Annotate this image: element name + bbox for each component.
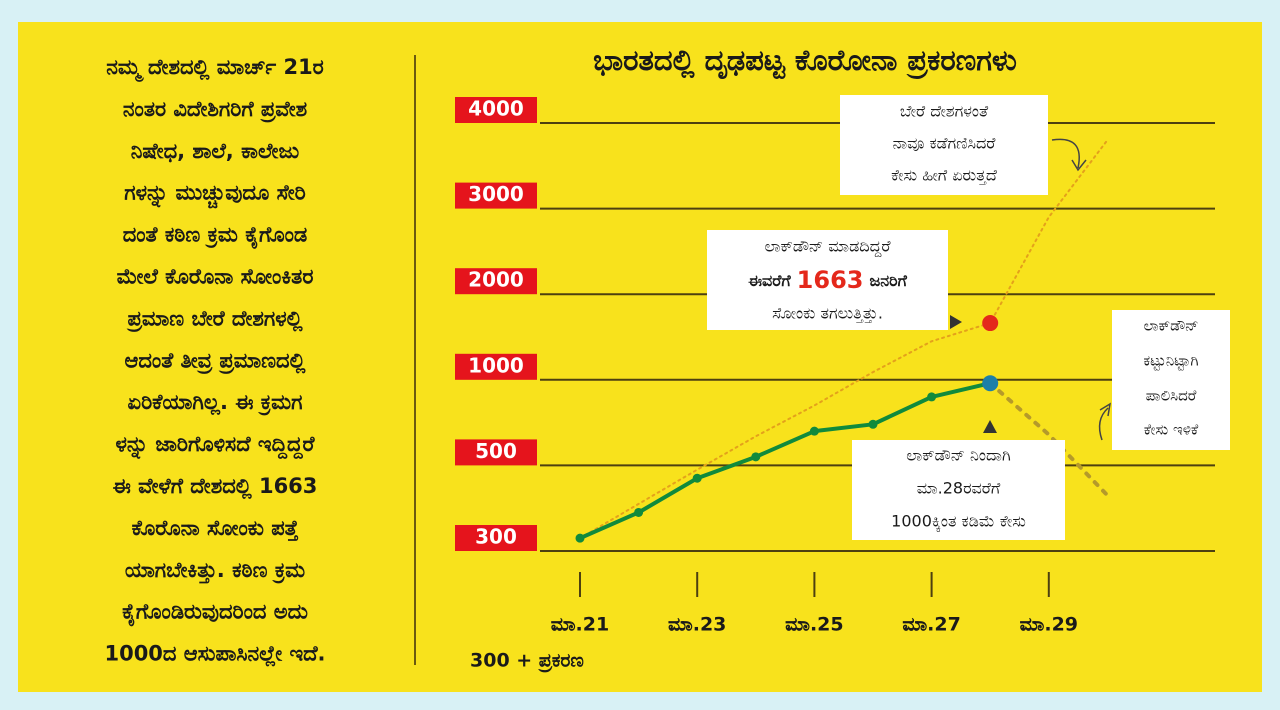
- article-line: ಯಾಗಬೇಕಿತ್ತು. ಕಠಿಣ ಕ್ರಮ: [125, 558, 305, 584]
- annotation-line: ಲಾಕ್‌ಡೌನ್ ಮಾಡದಿದ್ದರೆ: [765, 237, 891, 258]
- article-line: ಮೇಲೆ ಕೊರೊನಾ ಸೋಂಕಿತರ: [117, 265, 314, 289]
- article-line: ನಂತರ ವಿದೇಶಿಗರಿಗೆ ಪ್ರವೇಶ: [123, 97, 308, 123]
- article-line: ಳನ್ನು ಜಾರಿಗೊಳಿಸದೆ ಇದ್ದಿದ್ದರೆ: [116, 432, 316, 459]
- pointer: [1098, 402, 1112, 441]
- data-point: [809, 426, 819, 436]
- y-tick-label: 300: [475, 525, 517, 549]
- article-line: ಕೊರೊನಾ ಸೋಂಕು ಪತ್ತೆ: [132, 516, 299, 541]
- y-tick-label: 1000: [468, 353, 524, 377]
- annotation-line: ಸೋಂಕು ತಗಲುತ್ತಿತ್ತು.: [772, 304, 883, 324]
- article-line: ಏರಿಕೆಯಾಗಿಲ್ಲ. ಈ ಕ್ರಮಗ: [128, 390, 303, 416]
- data-point: [868, 419, 878, 429]
- article-line: ದಂತೆ ಕಠಿಣ ಕ್ರಮ ಕೈಗೊಂಡ: [123, 223, 308, 250]
- y-tick-label: 3000: [468, 182, 524, 206]
- annotation-line: ಬೇರೆ ದೇಶಗಳಂತೆ: [900, 102, 989, 121]
- annotation-line: ಲಾಕ್‌ಡೌನ್ ನಿಂದಾಗಿ: [906, 446, 1011, 465]
- annotation-line: ಕಟ್ಟುನಿಟ್ಟಾಗಿ: [1143, 352, 1198, 371]
- y-tick-label: 4000: [468, 97, 524, 121]
- article-line: ಈ ವೇಳೆಗೆ ದೇಶದಲ್ಲಿ 1663: [113, 474, 318, 500]
- article-line: ಆದಂತೆ ತೀವ್ರ ಪ್ರಮಾಣದಲ್ಲಿ: [124, 348, 305, 374]
- panel: [18, 22, 1262, 692]
- y-tick-label: 2000: [468, 268, 524, 292]
- pointer: [1051, 138, 1087, 172]
- data-point: [927, 392, 937, 402]
- pointer: [950, 315, 962, 329]
- annotation-line: ಮಾ.28ರವರೆಗೆ: [917, 479, 1001, 498]
- annotation-line: ಪಾಲಿಸಿದರೆ: [1146, 387, 1197, 405]
- y-tick-box: [455, 353, 537, 380]
- x-tick-label: ಮಾ.21: [551, 614, 609, 636]
- article-line: ಗಳನ್ನು ಮುಚ್ಚುವುದೂ ಸೇರಿ: [124, 181, 306, 209]
- data-point: [982, 375, 999, 392]
- annotation-line: ಕೇಸು ಹೀಗೆ ಏರುತ್ತದೆ: [891, 166, 997, 185]
- annotation-box: [707, 230, 948, 330]
- annotation-text: ಈವರೆಗೆ: [748, 271, 791, 290]
- annotation-line: ಈವರೆಗೆ 1663 ಜನರಿಗೆ: [748, 266, 907, 294]
- annotation-box: [840, 95, 1048, 195]
- y-tick-box: [455, 439, 537, 466]
- data-point: [634, 507, 644, 517]
- annotation-line: ಲಾಕ್‌ಡೌನ್: [1144, 317, 1199, 335]
- series-line: [988, 381, 1110, 498]
- x-tick-label: ಮಾ.27: [902, 614, 960, 636]
- x-tick-label: ಮಾ.23: [668, 614, 726, 636]
- annotation-box: [1112, 310, 1230, 450]
- pointer: [983, 420, 997, 433]
- x-tick-label: ಮಾ.29: [1020, 614, 1078, 636]
- annotation-line: ನಾವೂ ಕಡೆಗಣಿಸಿದರೆ: [893, 134, 996, 153]
- article-line: ಕೈಗೊಂಡಿರುವುದರಿಂದ ಅದು: [122, 600, 308, 627]
- annotation-text: ಜನರಿಗೆ: [869, 271, 907, 290]
- data-point: [751, 452, 761, 462]
- article-line: ನಮ್ಮ ದೇಶದಲ್ಲಿ ಮಾರ್ಚ್ 21ರ: [106, 55, 324, 82]
- annotation-box: [852, 440, 1065, 540]
- annotation-highlight: 1663: [797, 266, 864, 294]
- annotation-line: ಕೇಸು ಇಳಿಕೆ: [1144, 421, 1199, 439]
- article-line: 1000ದ ಆಸುಪಾಸಿನಲ್ಲೇ ಇದೆ.: [104, 642, 325, 668]
- y-tick-box: [455, 525, 537, 551]
- y-tick-box: [455, 268, 537, 295]
- x-axis-label: 300 + ಪ್ರಕರಣ: [470, 650, 584, 673]
- article-line: ಪ್ರಮಾಣ ಬೇರೆ ದೇಶಗಳಲ್ಲಿ: [126, 306, 303, 332]
- y-tick-box: [455, 97, 537, 123]
- article-line: ನಿಷೇಧ, ಶಾಲೆ, ಕಾಲೇಜು: [131, 139, 300, 163]
- x-tick-label: ಮಾ.25: [785, 614, 843, 636]
- chart-title: ಭಾರತದಲ್ಲಿ ದೃಢಪಟ್ಟ ಕೊರೋನಾ ಪ್ರಕರಣಗಳು: [593, 43, 1017, 80]
- data-point: [575, 533, 585, 543]
- y-tick-box: [455, 182, 537, 209]
- series-line: [579, 139, 1109, 540]
- series-line: [578, 381, 993, 541]
- projection-point: [982, 315, 999, 332]
- annotation-line: 1000ಕ್ಕಿಂತ ಕಡಿಮೆ ಕೇಸು: [891, 512, 1026, 532]
- y-tick-label: 500: [475, 439, 517, 463]
- data-point: [692, 473, 702, 483]
